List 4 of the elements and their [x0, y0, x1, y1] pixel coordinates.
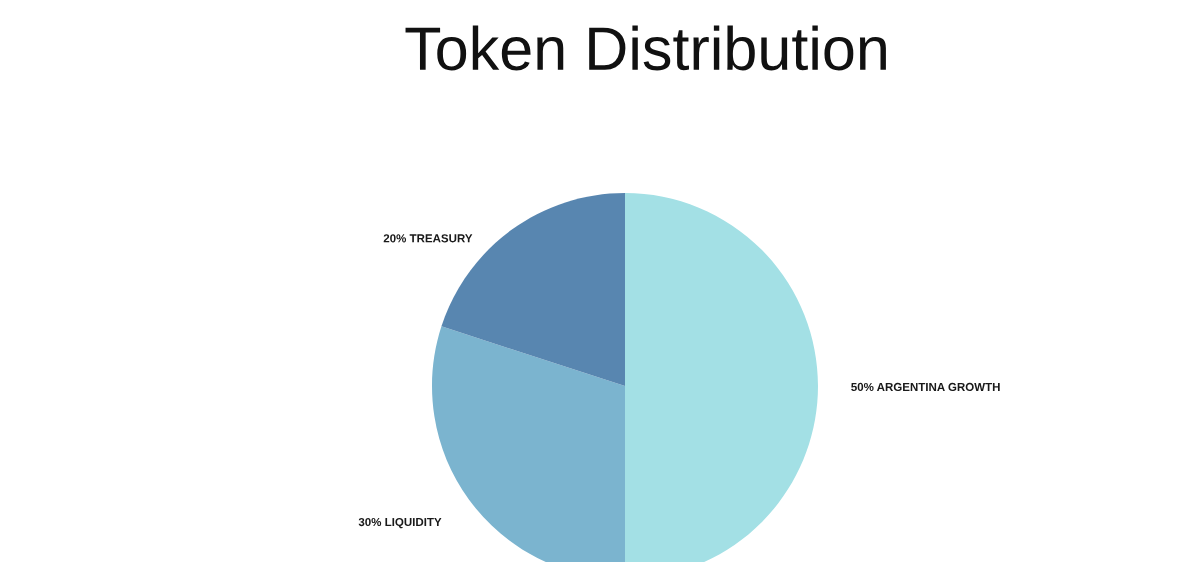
slice-label: 30% LIQUIDITY — [358, 517, 442, 529]
slice-label: 20% TREASURY — [383, 234, 473, 243]
slice-label: 50% ARGENTINA GROWTH — [851, 382, 1000, 392]
chart-title: Token Distribution — [405, 25, 886, 71]
